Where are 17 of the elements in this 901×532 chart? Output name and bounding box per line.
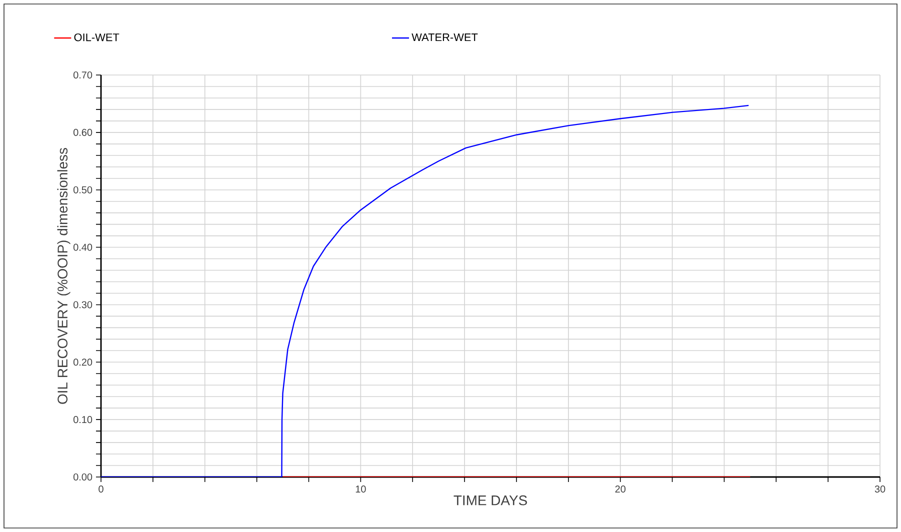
- y-tick-label: 0.50: [73, 186, 92, 194]
- y-tick-label: 0.70: [73, 71, 92, 79]
- y-tick-label: 0.10: [73, 416, 92, 424]
- x-tick-label: 20: [615, 486, 626, 493]
- y-tick-label: 0.00: [73, 473, 92, 481]
- y-tick-label: 0.60: [73, 128, 92, 136]
- y-tick-label: 0.30: [73, 301, 92, 308]
- line-series: [101, 104, 750, 477]
- y-tick-label: 0.40: [73, 244, 92, 251]
- x-tick-label: 10: [356, 486, 366, 493]
- x-axis-title: TIME DAYS: [454, 495, 527, 506]
- x-tick-label: 0: [98, 486, 104, 493]
- legend-label: WATER-WET: [412, 34, 478, 42]
- legend-label: OIL-WET: [74, 33, 120, 42]
- y-axis-title: OIL RECOVERY (%OOIP) dimensionless: [57, 148, 70, 404]
- y-tick-label: 0.20: [73, 358, 92, 366]
- x-tick-label: 30: [874, 486, 886, 493]
